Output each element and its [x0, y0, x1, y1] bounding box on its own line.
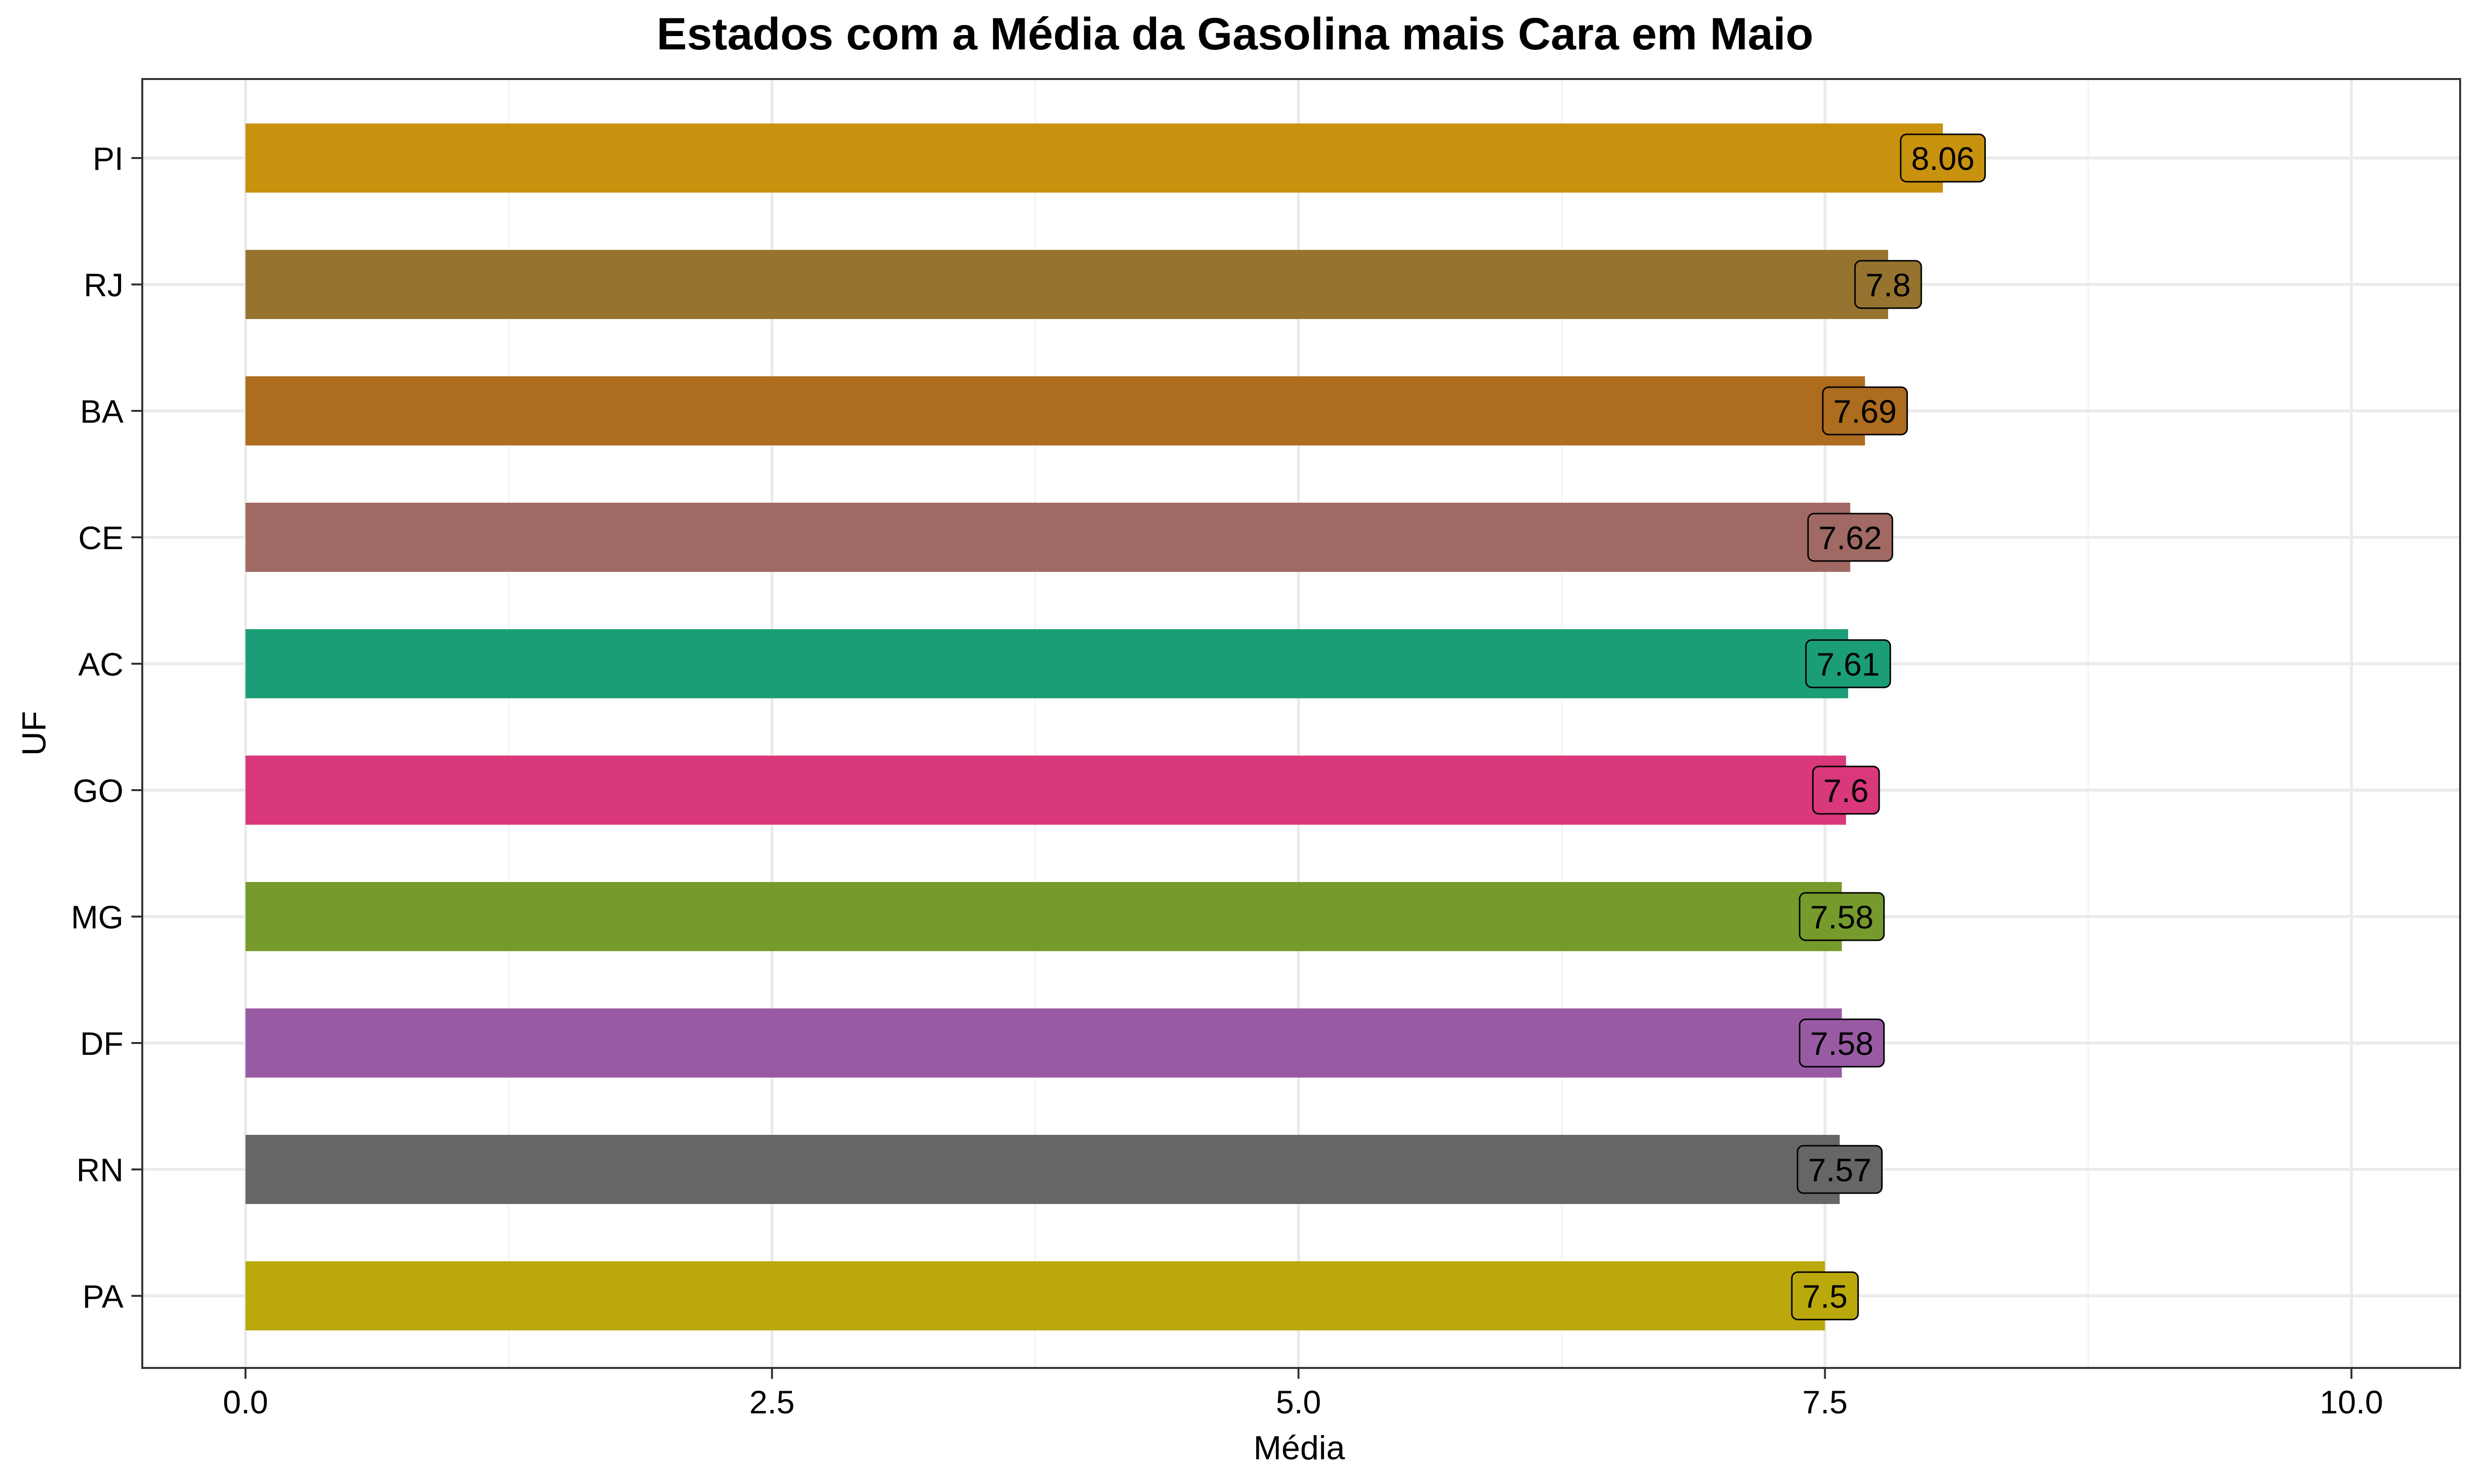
data-label-rn: 7.57 — [1797, 1145, 1883, 1194]
data-label-pi: 8.06 — [1900, 133, 1986, 183]
y-tick-label: MG — [71, 899, 124, 935]
y-axis: PI RJ BA CE AC GO MG DF RN PA — [71, 140, 142, 1315]
bar-mg — [246, 882, 1842, 951]
bar-pi — [246, 123, 1943, 193]
y-tick-label: BA — [80, 393, 124, 430]
y-tick-label: CE — [78, 520, 124, 556]
data-label-box — [1822, 386, 1908, 436]
bar-ac — [246, 629, 1849, 698]
data-label-text: 8.06 — [1911, 140, 1975, 177]
x-axis-title: Média — [1253, 1429, 1345, 1467]
plot-panel-border — [141, 78, 2461, 1369]
data-label-text: 7.58 — [1810, 1025, 1873, 1062]
chart-title: Estados com a Média da Gasolina mais Car… — [657, 9, 1813, 59]
data-label-box — [1807, 513, 1894, 562]
data-label-box — [1900, 133, 1986, 183]
x-axis: 0.0 2.5 5.0 7.5 10.0 — [223, 1368, 2383, 1420]
y-axis-title: UF — [15, 711, 53, 756]
data-label-text: 7.58 — [1810, 899, 1873, 935]
bar-pa — [246, 1261, 1825, 1330]
bar-rn — [246, 1135, 1840, 1204]
data-label-text: 7.69 — [1833, 393, 1896, 430]
y-tick-label: PI — [93, 140, 124, 177]
data-label-box — [1812, 765, 1880, 815]
data-label-ce: 7.62 — [1807, 513, 1894, 562]
data-label-text: 7.62 — [1818, 520, 1882, 556]
data-label-text: 7.8 — [1865, 267, 1911, 303]
x-tick-label: 7.5 — [1802, 1384, 1848, 1420]
data-label-box — [1791, 1271, 1859, 1321]
data-label-box — [1799, 1018, 1885, 1068]
data-label-ba: 7.69 — [1822, 386, 1908, 436]
x-tick-label: 0.0 — [223, 1384, 268, 1420]
x-tick-label: 5.0 — [1276, 1384, 1321, 1420]
data-label-box — [1799, 892, 1885, 941]
data-label-df: 7.58 — [1799, 1018, 1885, 1068]
data-label-box — [1797, 1145, 1883, 1194]
data-label-text: 7.61 — [1816, 646, 1880, 682]
data-labels: 8.06 7.8 7.69 7.62 7.61 7.6 7.58 7.58 7.57 7.5 — [1791, 133, 1986, 1321]
y-tick-label: PA — [82, 1278, 124, 1315]
y-tick-label: AC — [78, 646, 124, 682]
data-label-text: 7.6 — [1823, 772, 1869, 809]
data-label-box — [1805, 639, 1892, 688]
bar-ba — [246, 376, 1865, 445]
y-tick-label: GO — [73, 772, 124, 809]
bar-rj — [246, 250, 1889, 319]
data-label-ac: 7.61 — [1805, 639, 1892, 688]
y-tick-label: RN — [77, 1152, 124, 1188]
data-label-rj: 7.8 — [1854, 260, 1922, 309]
data-label-text: 7.5 — [1802, 1278, 1848, 1315]
x-tick-label: 10.0 — [2320, 1384, 2383, 1420]
y-tick-label: DF — [80, 1025, 124, 1062]
data-label-text: 7.57 — [1808, 1152, 1871, 1188]
x-tick-label: 2.5 — [749, 1384, 795, 1420]
bar-df — [246, 1008, 1842, 1078]
bar-ce — [246, 503, 1851, 572]
data-label-mg: 7.58 — [1799, 892, 1885, 941]
data-label-box — [1854, 260, 1922, 309]
data-label-pa: 7.5 — [1791, 1271, 1859, 1321]
y-tick-label: RJ — [83, 267, 124, 303]
bars — [246, 123, 1943, 1330]
bar-go — [246, 756, 1846, 825]
data-label-go: 7.6 — [1812, 765, 1880, 815]
